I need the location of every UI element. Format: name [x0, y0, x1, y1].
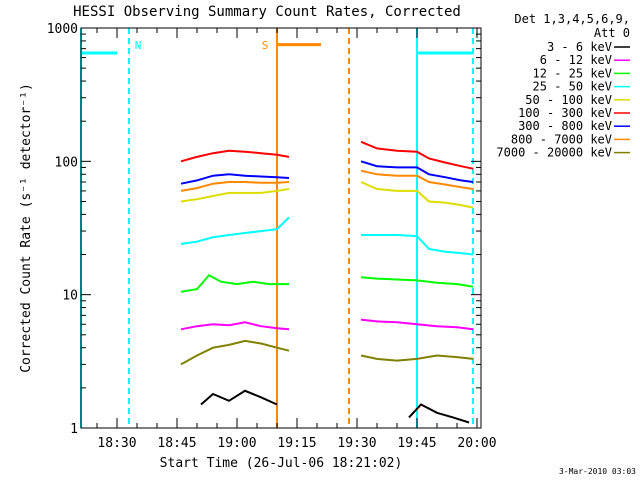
marker-label: S — [262, 39, 269, 52]
y-axis-label: Corrected Count Rate (s⁻¹ detector⁻¹) — [19, 83, 34, 373]
chart-title: HESSI Observing Summary Count Rates, Cor… — [73, 4, 461, 20]
series-line — [180, 273, 289, 293]
series-line — [180, 216, 290, 245]
x-tick-label: 18:45 — [157, 436, 196, 451]
series-line — [360, 354, 474, 362]
series-line — [180, 173, 290, 185]
series-line — [360, 140, 474, 170]
x-tick-label: 19:45 — [397, 436, 436, 451]
series-line — [360, 181, 474, 209]
legend-label: 50 - 100 keV — [525, 93, 612, 107]
legend-label: 300 - 800 keV — [518, 119, 612, 133]
x-tick-label: 20:00 — [457, 436, 496, 451]
y-tick-label: 100 — [55, 155, 78, 170]
series-line — [360, 160, 474, 183]
legend-header-line-1: Det 1,3,4,5,6,9, — [514, 12, 630, 26]
series-line — [360, 169, 474, 190]
legend-label: 6 - 12 keV — [540, 53, 612, 67]
y-tick-label: 10 — [62, 289, 78, 304]
legend-label: 25 - 50 keV — [533, 80, 612, 94]
series-line — [180, 149, 290, 163]
x-tick-label: 18:30 — [97, 436, 136, 451]
y-axis: 1 10 100 1000 — [47, 22, 481, 437]
legend-header-line-2: Att 0 — [594, 26, 630, 40]
legend-label: 12 - 25 keV — [533, 66, 612, 80]
series-layer — [180, 140, 474, 424]
y-tick-label: 1000 — [47, 22, 78, 37]
x-axis-label: Start Time (26-Jul-06 18:21:02) — [160, 456, 403, 471]
marker-label: N — [135, 39, 142, 52]
legend-label: 3 - 6 keV — [547, 40, 612, 54]
footer-date: 3-Mar-2010 03:03 — [559, 467, 636, 476]
legend-label: 100 - 300 keV — [518, 106, 612, 120]
series-line — [180, 181, 290, 192]
series-line — [360, 318, 474, 331]
plot-frame — [80, 27, 482, 429]
series-line — [408, 403, 470, 424]
x-axis: 18:30 18:45 19:00 19:15 19:30 19:45 20:00 — [96, 28, 497, 451]
y-tick-label: 1 — [70, 422, 78, 437]
series-line — [180, 188, 290, 203]
series-line — [180, 339, 290, 366]
series-line — [180, 321, 290, 331]
series-line — [200, 389, 278, 406]
legend-label: 7000 - 20000 keV — [496, 146, 612, 160]
x-tick-label: 19:00 — [217, 436, 256, 451]
series-line — [360, 276, 474, 288]
legend-label: 800 - 7000 keV — [511, 132, 612, 146]
series-line — [361, 234, 474, 256]
x-tick-label: 19:30 — [337, 436, 376, 451]
x-tick-label: 19:15 — [277, 436, 316, 451]
